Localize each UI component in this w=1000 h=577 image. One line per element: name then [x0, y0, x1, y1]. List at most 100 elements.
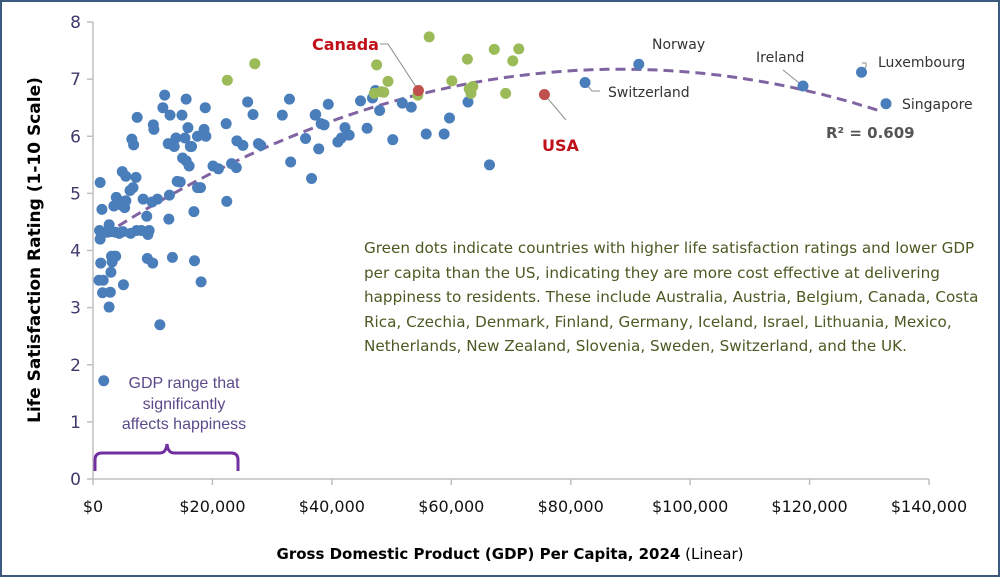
green-data-point — [249, 58, 261, 70]
blue-data-point — [880, 98, 892, 110]
blue-data-point — [374, 105, 386, 117]
blue-data-point — [283, 93, 295, 105]
y-axis-title: Life Satisfaction Rating (1-10 Scale) — [25, 77, 45, 423]
blue-data-point — [188, 206, 200, 218]
r-squared-label: R² = 0.609 — [826, 124, 915, 142]
usa-label: USA — [542, 136, 580, 155]
green-data-point — [500, 87, 512, 99]
canada-label: Canada — [312, 35, 379, 54]
green-data-point — [461, 53, 473, 65]
green-data-point — [423, 31, 435, 43]
blue-data-point — [168, 141, 180, 153]
blue-data-point — [137, 193, 149, 205]
blue-data-point — [230, 162, 242, 174]
trendline — [104, 67, 882, 236]
blue-data-point — [97, 274, 109, 286]
luxembourg-label: Luxembourg — [878, 55, 965, 71]
blue-data-point — [110, 250, 122, 262]
green-data-point — [371, 59, 383, 71]
blue-data-point — [355, 95, 367, 107]
x-tick-label: $0 — [83, 497, 103, 516]
blue-data-point — [143, 225, 155, 237]
ireland-label: Ireland — [756, 50, 804, 66]
blue-data-point — [237, 139, 249, 151]
blue-data-point — [151, 193, 163, 205]
blue-data-point — [633, 58, 645, 70]
green-data-point — [378, 86, 390, 98]
blue-data-point — [180, 93, 192, 105]
blue-data-point — [462, 96, 474, 108]
y-tick-label: 3 — [70, 299, 81, 319]
x-tick-label: $20,000 — [179, 497, 245, 516]
canada-leader-line — [380, 43, 419, 91]
green-data-point — [507, 55, 519, 67]
x-tick-label: $100,000 — [652, 497, 728, 516]
usa-leader-line — [544, 94, 567, 121]
blue-data-point — [189, 255, 201, 267]
green-data-point — [446, 75, 458, 87]
blue-data-point — [117, 279, 129, 291]
blue-data-point — [322, 98, 334, 110]
blue-data-point — [443, 112, 455, 124]
gdp-range-annotation: GDP range that significantly affects hap… — [93, 375, 246, 471]
y-tick-label: 6 — [70, 127, 81, 147]
blue-data-point — [182, 122, 194, 134]
gdp-range-label-line2: significantly — [143, 396, 226, 413]
x-tick-label: $40,000 — [299, 497, 365, 516]
blue-data-point — [128, 139, 140, 151]
gdp-range-bracket — [93, 443, 240, 471]
blue-data-point — [579, 77, 591, 89]
blue-data-point — [343, 129, 355, 141]
blue-data-point — [186, 141, 198, 153]
blue-data-point — [120, 170, 132, 182]
blue-data-point — [103, 301, 115, 313]
blue-data-point — [255, 139, 267, 151]
blue-data-point — [163, 213, 175, 225]
x-axis-title-scale: (Linear) — [680, 545, 743, 563]
blue-data-point — [154, 319, 166, 331]
blue-data-point — [247, 109, 259, 121]
y-tick-label: 7 — [70, 70, 81, 90]
blue-data-point — [120, 195, 132, 207]
blue-data-point — [306, 173, 318, 185]
blue-data-point — [94, 177, 106, 189]
green-data-point — [467, 81, 479, 93]
blue-data-point — [484, 159, 496, 171]
blue-data-point — [98, 375, 110, 387]
blue-data-point — [420, 128, 432, 140]
blue-data-point — [276, 109, 288, 121]
blue-data-point — [285, 156, 297, 168]
blue-data-point — [164, 109, 176, 121]
green-data-point — [382, 75, 394, 87]
blue-data-point — [95, 257, 107, 269]
blue-data-point — [242, 96, 254, 108]
blue-data-point — [104, 286, 116, 298]
green-data-point — [488, 43, 500, 55]
red-data-point — [538, 89, 550, 101]
y-tick-label: 5 — [70, 184, 81, 204]
red-data-point — [412, 85, 424, 97]
blue-data-point — [300, 133, 312, 145]
x-tick-label: $80,000 — [538, 497, 604, 516]
green-data-point — [221, 74, 233, 86]
y-tick-label: 8 — [70, 13, 81, 33]
blue-data-point — [131, 111, 143, 123]
green-dots-note: Green dots indicate countries with highe… — [364, 239, 979, 356]
x-axis-title: Gross Domestic Product (GDP) Per Capita,… — [277, 545, 744, 563]
blue-data-point — [200, 130, 212, 142]
x-tick-label: $120,000 — [771, 497, 847, 516]
blue-data-point — [147, 257, 159, 269]
blue-data-point — [212, 163, 224, 175]
blue-data-point — [183, 160, 195, 172]
blue-data-point — [221, 195, 233, 207]
x-tick-label: $140,000 — [891, 497, 967, 516]
blue-data-point — [163, 189, 175, 201]
data-points — [93, 31, 892, 387]
blue-data-point — [361, 122, 373, 134]
blue-data-point — [192, 130, 203, 142]
switzerland-label: Switzerland — [608, 85, 690, 101]
y-tick-label: 0 — [70, 470, 81, 490]
green-data-point — [513, 43, 525, 55]
y-tick-label: 2 — [70, 356, 81, 376]
